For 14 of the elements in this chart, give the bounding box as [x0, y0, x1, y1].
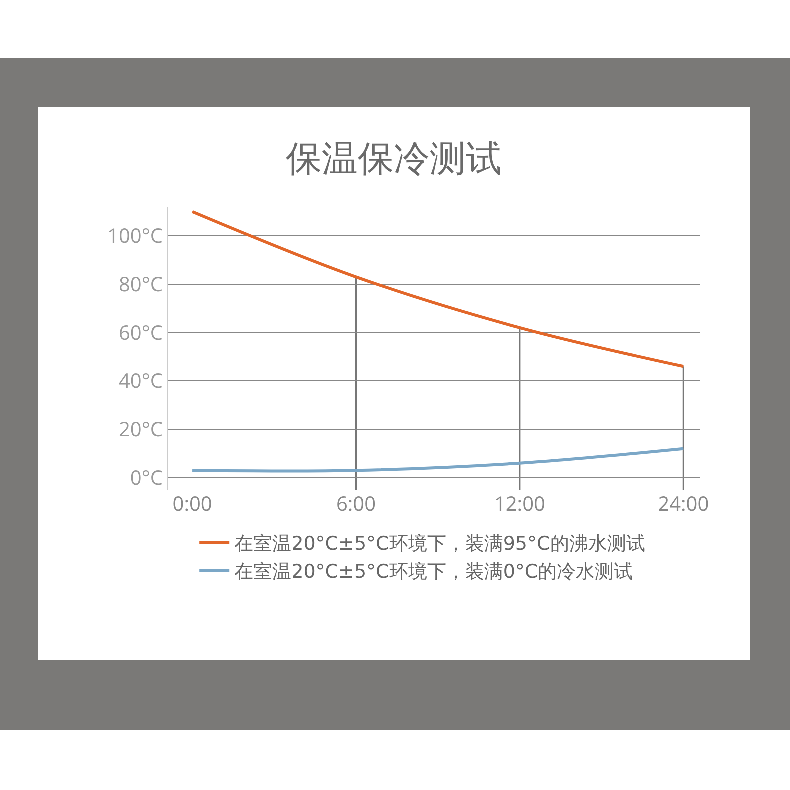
line-series: [191, 210, 686, 368]
legend-label: 在室温20°C±5°C环境下，装满0°C的冷水测试: [234, 560, 634, 583]
y-tick-label: 60°C: [118, 318, 163, 346]
x-tick-label: 24:00: [658, 490, 710, 517]
y-tick-label: 80°C: [118, 270, 163, 298]
y-tick-label: 40°C: [118, 367, 163, 394]
y-tick-label: 20°C: [118, 416, 163, 443]
y-tick-label: 100°C: [108, 222, 163, 250]
x-tick-label: 0:00: [172, 490, 212, 517]
x-tick-label: 12:00: [494, 490, 546, 517]
chart-title: 保温保冷测试: [286, 138, 502, 180]
y-tick-label: 0°C: [130, 464, 163, 491]
legend-label: 在室温20°C±5°C环境下，装满95°C的沸水测试: [234, 533, 646, 556]
x-tick-label: 6:00: [336, 490, 376, 517]
